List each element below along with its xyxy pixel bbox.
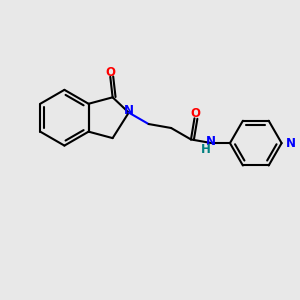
Text: O: O <box>105 66 115 79</box>
Text: N: N <box>124 104 134 117</box>
Text: H: H <box>200 143 210 156</box>
Text: O: O <box>190 107 200 120</box>
Text: N: N <box>206 135 216 148</box>
Text: N: N <box>286 136 296 150</box>
